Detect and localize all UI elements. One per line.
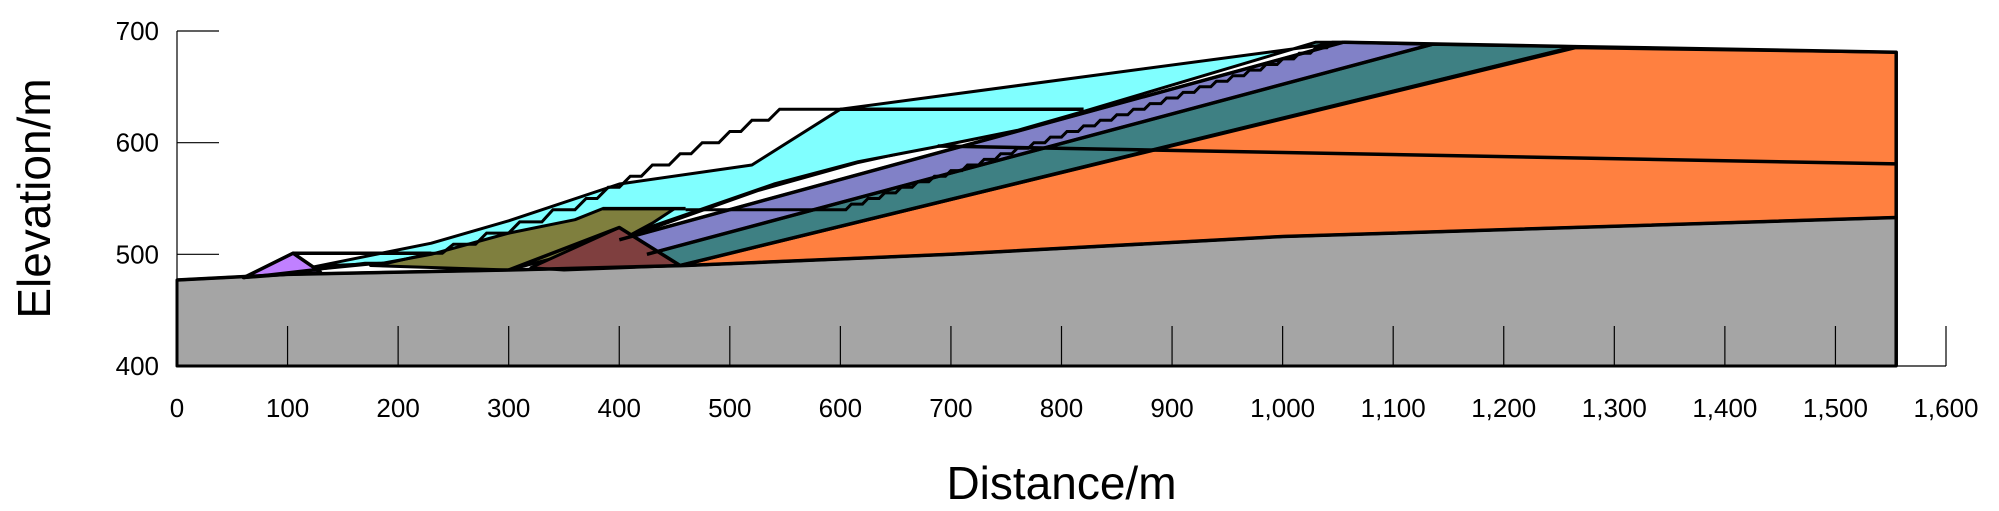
slope-step-outline-0 — [243, 107, 841, 280]
y-axis-title: Elevation/m — [8, 78, 60, 318]
axis-labels: Distance/m Elevation/m — [8, 78, 1177, 509]
x-tick-label: 800 — [1040, 393, 1083, 423]
x-tick-label: 1,300 — [1582, 393, 1647, 423]
y-tick-label: 500 — [116, 239, 159, 269]
boundary-line-4 — [618, 40, 1344, 242]
x-tick-label: 1,600 — [1913, 393, 1978, 423]
x-tick-label: 0 — [170, 393, 184, 423]
y-tick-label: 400 — [116, 351, 159, 381]
x-axis-title: Distance/m — [946, 457, 1176, 509]
x-tick-label: 1,100 — [1361, 393, 1426, 423]
y-tick-label: 700 — [116, 16, 159, 46]
x-tick-label: 700 — [929, 393, 972, 423]
terrain-layers — [175, 40, 1898, 368]
x-tick-label: 200 — [376, 393, 419, 423]
x-tick-label: 1,500 — [1803, 393, 1868, 423]
x-tick-label: 400 — [598, 393, 641, 423]
x-tick-label: 1,200 — [1471, 393, 1536, 423]
x-tick-label: 1,400 — [1692, 393, 1757, 423]
boundary-line-5 — [937, 144, 1897, 166]
layer-boundaries — [176, 40, 1898, 366]
x-tick-label: 1,000 — [1250, 393, 1315, 423]
x-tick-label: 900 — [1150, 393, 1193, 423]
x-tick-label: 600 — [819, 393, 862, 423]
x-tick-label: 300 — [487, 393, 530, 423]
slope-step-outline-1 — [685, 40, 1344, 212]
boundary-line-6 — [508, 225, 682, 272]
boundary-line-1 — [1343, 40, 1898, 366]
x-tick-label: 100 — [266, 393, 309, 423]
boundary-line-2 — [679, 44, 1577, 268]
x-tick-label: 500 — [708, 393, 751, 423]
boundary-line-0 — [176, 215, 1897, 282]
axes: 400 500 600 700 0 100 200 300 400 500 600 700 800 900… — [116, 16, 1979, 423]
y-tick-label: 600 — [116, 128, 159, 158]
